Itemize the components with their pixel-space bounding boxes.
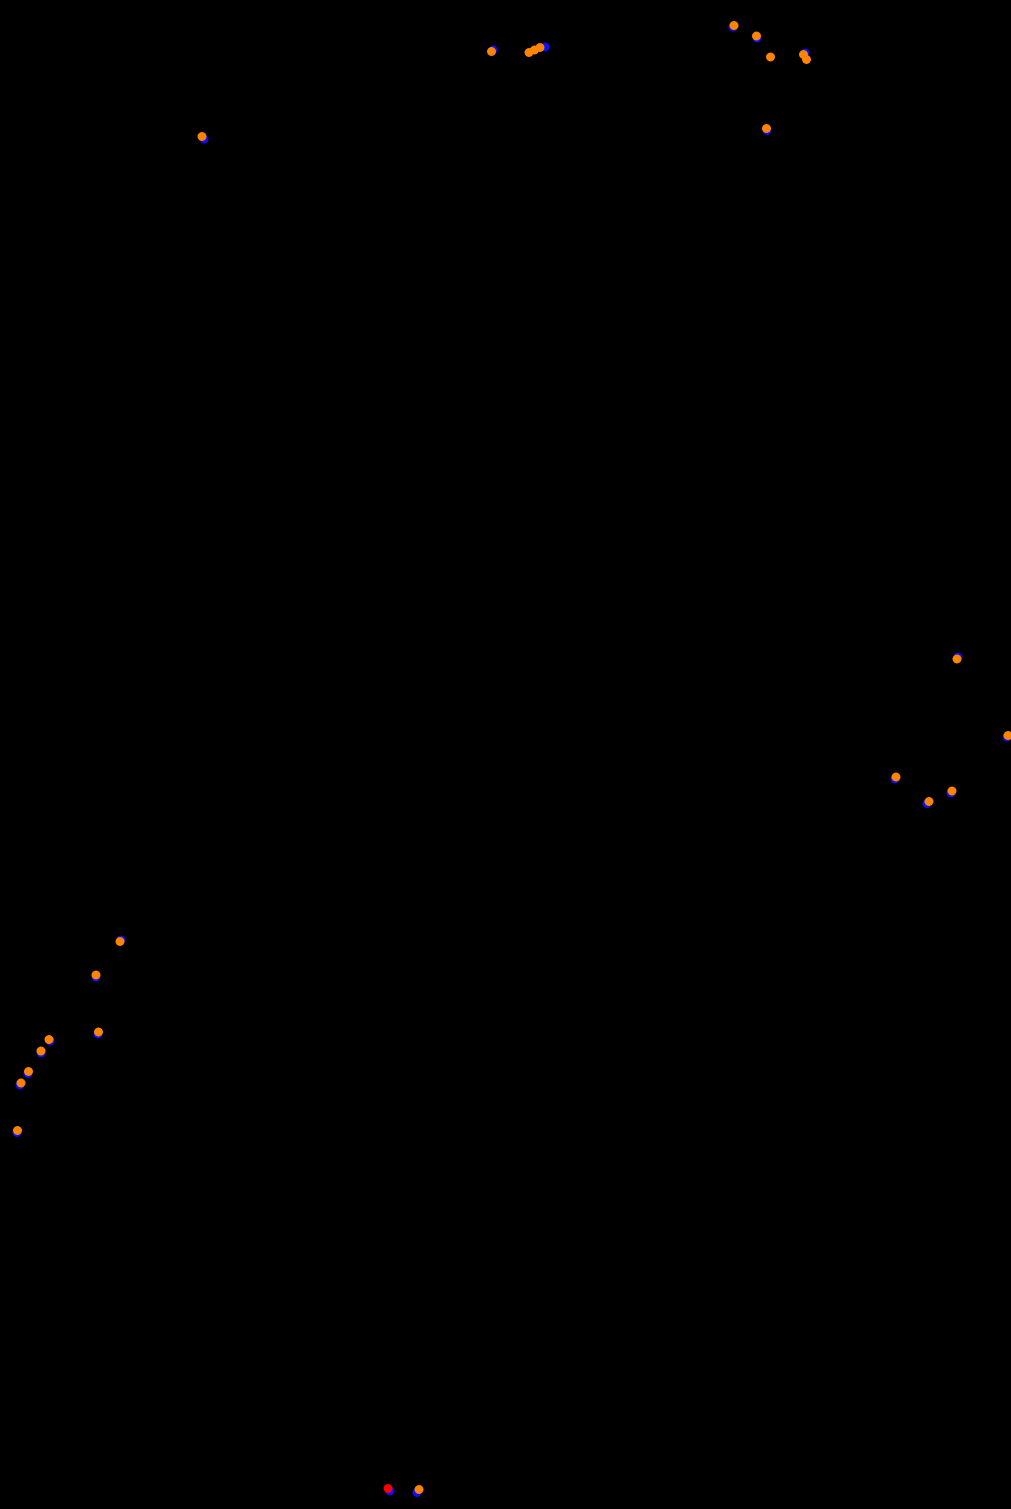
orange-scatter-point: [16, 1078, 26, 1088]
orange-scatter-point: [729, 21, 739, 30]
orange-scatter-point: [24, 1067, 33, 1076]
orange-scatter-point: [924, 797, 934, 806]
orange-scatter-point: [13, 1126, 22, 1135]
orange-scatter-point: [762, 124, 771, 133]
orange-scatter-point: [197, 132, 207, 141]
orange-scatter-point: [414, 1485, 424, 1494]
orange-scatter-point: [766, 52, 775, 62]
orange-scatter-point: [36, 1046, 46, 1056]
orange-scatter-point: [91, 970, 101, 980]
orange-scatter-point: [802, 55, 811, 64]
orange-scatter-point: [44, 1035, 54, 1044]
orange-scatter-point: [94, 1027, 103, 1037]
orange-scatter-point: [752, 31, 761, 41]
orange-scatter-point: [1003, 731, 1011, 740]
orange-scatter-point: [535, 43, 545, 52]
orange-scatter-point: [891, 772, 901, 782]
orange-scatter-point: [952, 654, 962, 664]
red-scatter-point: [383, 1484, 393, 1493]
orange-scatter-point: [947, 786, 957, 796]
orange-scatter-point: [115, 937, 125, 946]
orange-scatter-point: [487, 47, 496, 56]
